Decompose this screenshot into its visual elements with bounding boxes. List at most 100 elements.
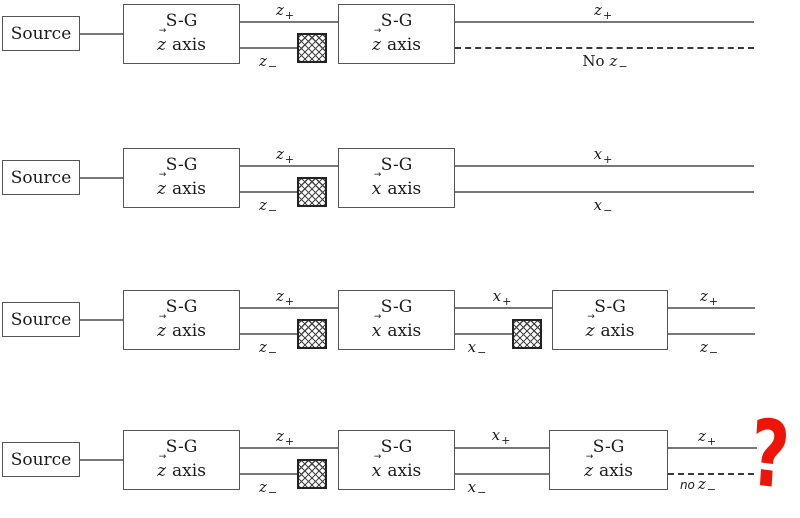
beam-z-plus xyxy=(240,307,338,309)
sg-box-axis: → z axis xyxy=(157,452,206,481)
vector-arrow-icon: → xyxy=(158,452,167,462)
beam-z-minus xyxy=(240,47,298,49)
beam-line-source xyxy=(80,459,123,461)
beam-x-minus xyxy=(455,473,549,475)
experiment-row-3: Source S-G → z axis z+ z− S-G → x axis x+ xyxy=(0,270,800,370)
source-label: Source xyxy=(10,23,72,44)
sg-box-title: S-G xyxy=(165,437,198,458)
label-x-minus: x− xyxy=(467,338,487,359)
sg-box-2: S-G → x axis xyxy=(338,148,455,208)
label-no-z-minus: No z− xyxy=(582,52,628,73)
source-label: Source xyxy=(10,309,72,330)
label-z-plus-out: z+ xyxy=(697,427,717,448)
sg-box-title: S-G xyxy=(380,11,413,32)
sg-box-1: S-G → z axis xyxy=(123,290,240,350)
experiment-row-1: Source S-G → z axis z+ z− S-G → z axis z+ xyxy=(0,0,800,84)
sg-box-3: S-G → z axis xyxy=(549,430,668,490)
experiment-row-2: Source S-G → z axis z+ z− S-G → x axis x+ xyxy=(0,128,800,228)
vector-arrow-icon: → xyxy=(373,452,382,462)
label-z-minus-out: z− xyxy=(699,338,719,359)
beam-line-source xyxy=(80,177,123,179)
label-x-plus: x+ xyxy=(491,426,511,447)
source-box: Source xyxy=(2,302,80,337)
beam-z-plus-out xyxy=(455,21,754,23)
sg-box-title: S-G xyxy=(594,297,626,318)
beam-line-source xyxy=(80,33,123,35)
beam-z-minus xyxy=(240,473,298,475)
vector-arrow-icon: → xyxy=(158,312,167,322)
sg-box-axis: → z axis xyxy=(157,312,206,341)
sg-box-title: S-G xyxy=(592,437,625,458)
label-z-minus: z− xyxy=(258,338,278,359)
vector-arrow-icon: → xyxy=(373,170,382,180)
sg-box-title: S-G xyxy=(165,155,198,176)
sg-box-2: S-G → z axis xyxy=(338,4,455,64)
sg-box-title: S-G xyxy=(165,297,198,318)
sg-box-axis: → z axis xyxy=(157,170,206,199)
label-z-minus: z− xyxy=(258,52,278,73)
vector-arrow-icon: → xyxy=(373,26,382,36)
vector-arrow-icon: → xyxy=(587,312,595,322)
beam-z-minus xyxy=(240,333,298,335)
beam-x-plus xyxy=(455,307,552,309)
label-x-plus: x+ xyxy=(492,287,512,308)
sg-box-axis: → z axis xyxy=(372,26,421,55)
label-x-minus-out: x− xyxy=(593,196,613,217)
beam-z-plus-out xyxy=(668,307,755,309)
beam-z-plus xyxy=(240,447,338,449)
vector-arrow-icon: → xyxy=(158,26,167,36)
beam-x-minus-out xyxy=(455,191,754,193)
source-box: Source xyxy=(2,160,80,195)
label-z-plus: z+ xyxy=(275,427,295,448)
sg-box-title: S-G xyxy=(165,11,198,32)
beam-z-minus xyxy=(240,191,298,193)
sg-box-axis: → x axis xyxy=(371,312,422,341)
sg-box-3: S-G → z axis xyxy=(552,290,668,350)
question-mark-annotation: ? xyxy=(747,399,793,511)
label-z-plus: z+ xyxy=(275,1,295,22)
beam-z-plus xyxy=(240,165,338,167)
label-z-plus: z+ xyxy=(275,287,295,308)
beam-blocker xyxy=(297,459,327,489)
label-z-minus: z− xyxy=(258,478,278,499)
sg-box-axis: → z axis xyxy=(585,312,635,341)
beam-no-z-minus-dashed xyxy=(455,47,754,49)
beam-z-plus-out xyxy=(668,447,757,449)
sg-box-axis: → x axis xyxy=(371,170,422,199)
beam-x-minus xyxy=(455,333,513,335)
beam-blocker xyxy=(512,319,542,349)
experiment-row-4: Source S-G → z axis z+ z− S-G → x axis x+ xyxy=(0,399,800,511)
beam-z-minus-out xyxy=(668,333,755,335)
label-z-plus-out: z+ xyxy=(593,1,613,22)
beam-no-z-minus-dashed xyxy=(668,473,754,475)
beam-z-plus xyxy=(240,21,338,23)
label-z-plus-out: z+ xyxy=(699,287,719,308)
source-box: Source xyxy=(2,442,80,477)
vector-arrow-icon: → xyxy=(585,452,594,462)
vector-arrow-icon: → xyxy=(158,170,167,180)
sg-box-1: S-G → z axis xyxy=(123,4,240,64)
sg-box-axis: → z axis xyxy=(157,26,206,55)
beam-x-plus-out xyxy=(455,165,754,167)
label-x-minus: x− xyxy=(467,478,487,499)
sg-box-axis: → z axis xyxy=(584,452,633,481)
sg-box-1: S-G → z axis xyxy=(123,430,240,490)
label-no-z-minus-handwritten: no z− xyxy=(679,475,717,496)
beam-line-source xyxy=(80,319,123,321)
label-z-plus: z+ xyxy=(275,145,295,166)
sg-box-title: S-G xyxy=(380,155,413,176)
vector-arrow-icon: → xyxy=(373,312,382,322)
beam-blocker xyxy=(297,33,327,63)
source-label: Source xyxy=(10,167,72,188)
sg-box-2: S-G → x axis xyxy=(338,430,455,490)
beam-blocker xyxy=(297,319,327,349)
sg-box-axis: → x axis xyxy=(371,452,422,481)
sg-box-2: S-G → x axis xyxy=(338,290,455,350)
sg-box-title: S-G xyxy=(380,297,413,318)
sg-box-title: S-G xyxy=(380,437,413,458)
beam-x-plus xyxy=(455,447,549,449)
label-x-plus-out: x+ xyxy=(593,145,613,166)
beam-blocker xyxy=(297,177,327,207)
source-box: Source xyxy=(2,16,80,51)
